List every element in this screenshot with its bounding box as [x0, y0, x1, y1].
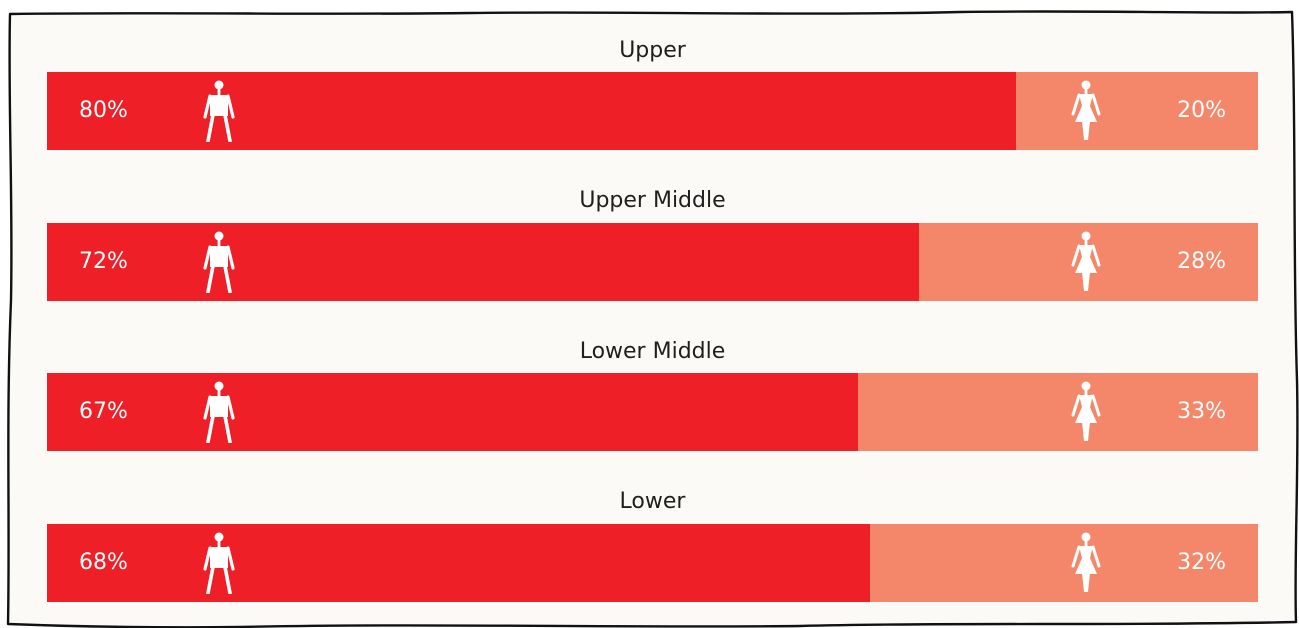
stacked-bar: 67% 33%	[47, 373, 1258, 451]
woman-icon	[1066, 532, 1106, 594]
bar-segment-female: 20%	[1016, 72, 1258, 150]
man-icon	[199, 80, 239, 142]
data-label-male: 68%	[79, 524, 128, 602]
bar-segment-male: 80%	[47, 72, 1016, 150]
bar-segment-female: 28%	[919, 223, 1258, 301]
data-label-male: 72%	[79, 223, 128, 301]
man-icon	[199, 381, 239, 443]
stacked-bar: 68% 32%	[47, 524, 1258, 602]
data-label-female: 28%	[1177, 223, 1226, 301]
bar-segment-female: 33%	[858, 373, 1258, 451]
bar-segment-male: 68%	[47, 524, 870, 602]
data-label-male: 80%	[79, 72, 128, 150]
stacked-bar: 72% 28%	[47, 223, 1258, 301]
bar-segment-female: 32%	[870, 524, 1258, 602]
man-icon	[199, 231, 239, 293]
woman-icon	[1066, 381, 1106, 443]
bar-segment-male: 72%	[47, 223, 919, 301]
data-label-male: 67%	[79, 373, 128, 451]
category-label: Upper Middle	[47, 188, 1258, 214]
category-label: Upper	[47, 38, 1258, 64]
data-label-female: 20%	[1177, 72, 1226, 150]
category-label: Lower	[47, 489, 1258, 515]
man-icon	[199, 532, 239, 594]
woman-icon	[1066, 231, 1106, 293]
category-label: Lower Middle	[47, 339, 1258, 365]
bar-segment-male: 67%	[47, 373, 858, 451]
data-label-female: 33%	[1177, 373, 1226, 451]
stacked-bar: 80% 20%	[47, 72, 1258, 150]
woman-icon	[1066, 80, 1106, 142]
data-label-female: 32%	[1177, 524, 1226, 602]
